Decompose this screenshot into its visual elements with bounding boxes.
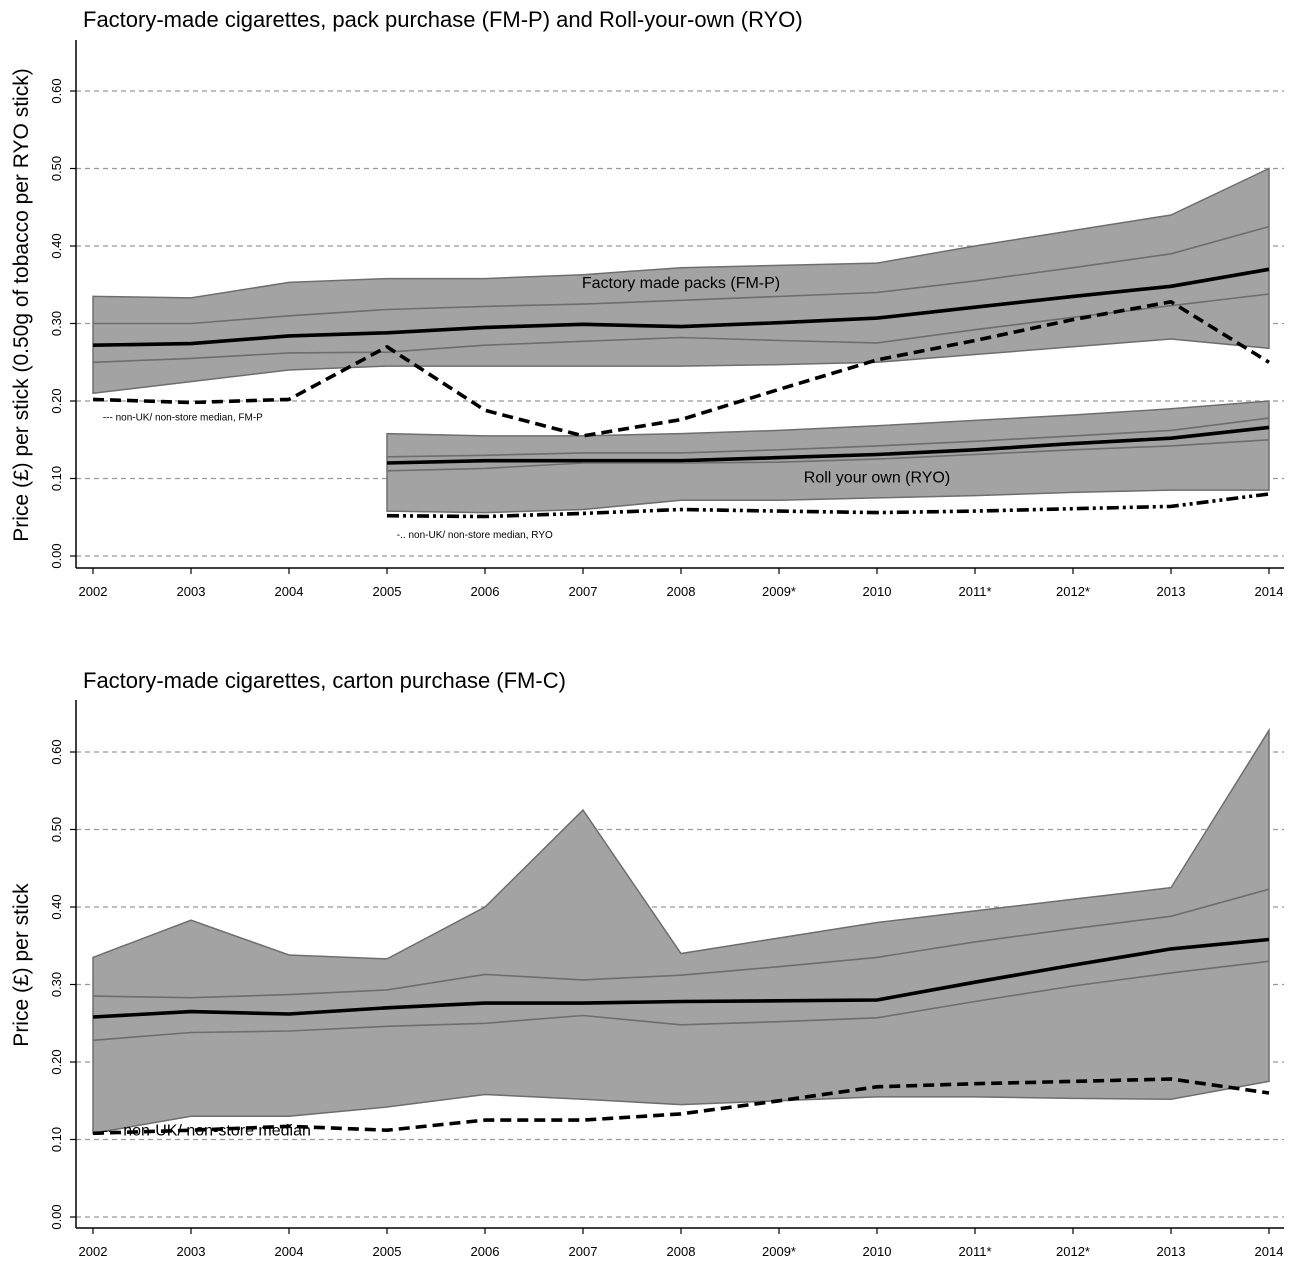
x-tick-label: 2008 bbox=[667, 1244, 696, 1259]
y-axis-label: Price (£) per stick bbox=[10, 883, 33, 1047]
chart-panel-2: Factory-made cigarettes, carton purchase… bbox=[10, 668, 1284, 1259]
y-tick-label: 0.40 bbox=[49, 233, 64, 258]
annotation-roll-your-own-ryo: Roll your own (RYO) bbox=[804, 469, 950, 486]
x-tick-label: 2014 bbox=[1255, 584, 1284, 599]
x-tick-label: 2012* bbox=[1056, 584, 1090, 599]
y-tick-label: 0.10 bbox=[49, 466, 64, 491]
series-fm-c-upper-quartile bbox=[92, 888, 1270, 999]
series-fm-c-non-uk-non-store-median bbox=[92, 1077, 1270, 1136]
y-axis-label: Price (£) per stick (0.50g of tobacco pe… bbox=[10, 68, 33, 541]
x-tick-label: 2007 bbox=[569, 1244, 598, 1259]
chart-title: Factory-made cigarettes, carton purchase… bbox=[83, 668, 566, 693]
y-tick-label: 0.00 bbox=[49, 543, 64, 568]
x-tick-label: 2011* bbox=[958, 584, 991, 599]
band-fm-c-range bbox=[92, 727, 1270, 1135]
x-tick-label: 2013 bbox=[1157, 584, 1186, 599]
series-ryo-lower-quartile bbox=[386, 439, 1270, 472]
y-tick-label: 0.60 bbox=[49, 78, 64, 103]
y-tick-label: 0.60 bbox=[49, 739, 64, 764]
x-tick-label: 2003 bbox=[177, 1244, 206, 1259]
series-fm-c-lower-quartile bbox=[92, 960, 1270, 1042]
x-tick-label: 2004 bbox=[275, 1244, 304, 1259]
chart-title: Factory-made cigarettes, pack purchase (… bbox=[83, 7, 803, 32]
x-tick-label: 2007 bbox=[569, 584, 598, 599]
series-fm-p-median bbox=[92, 267, 1270, 347]
y-tick-label: 0.40 bbox=[49, 894, 64, 919]
x-tick-label: 2008 bbox=[667, 584, 696, 599]
y-tick-label: 0.50 bbox=[49, 156, 64, 181]
x-tick-label: 2003 bbox=[177, 584, 206, 599]
series-ryo-upper-quartile bbox=[386, 417, 1270, 458]
x-tick-label: 2010 bbox=[863, 1244, 892, 1259]
x-tick-label: 2013 bbox=[1157, 1244, 1186, 1259]
x-tick-label: 2005 bbox=[373, 1244, 402, 1259]
x-tick-label: 2004 bbox=[275, 584, 304, 599]
x-tick-label: 2014 bbox=[1255, 1244, 1284, 1259]
annotation-non-uk-non-store-median-fm-p: --- non-UK/ non-store median, FM-P bbox=[103, 412, 263, 423]
series-fm-c-median bbox=[92, 937, 1270, 1019]
series-ryo-median bbox=[386, 425, 1270, 465]
y-tick-label: 0.30 bbox=[49, 972, 64, 997]
x-tick-label: 2002 bbox=[79, 584, 108, 599]
y-tick-label: 0.20 bbox=[49, 388, 64, 413]
x-tick-label: 2011* bbox=[958, 1244, 991, 1259]
x-tick-label: 2009* bbox=[762, 1244, 796, 1259]
chart-panel-1: Factory-made cigarettes, pack purchase (… bbox=[10, 7, 1284, 599]
x-tick-label: 2010 bbox=[863, 584, 892, 599]
y-tick-label: 0.30 bbox=[49, 311, 64, 336]
series-fm-p-lower-quartile bbox=[92, 293, 1270, 364]
y-tick-label: 0.00 bbox=[49, 1204, 64, 1229]
x-tick-label: 2005 bbox=[373, 584, 402, 599]
annotation-non-uk-non-store-median-ryo: -.. non-UK/ non-store median, RYO bbox=[397, 530, 553, 541]
x-tick-label: 2009* bbox=[762, 584, 796, 599]
x-tick-label: 2006 bbox=[471, 584, 500, 599]
x-tick-label: 2012* bbox=[1056, 1244, 1090, 1259]
annotation-factory-made-packs-fm-p: Factory made packs (FM-P) bbox=[582, 275, 780, 292]
y-tick-label: 0.50 bbox=[49, 817, 64, 842]
series-fm-p-non-uk-non-store-median bbox=[92, 299, 1270, 438]
x-tick-label: 2006 bbox=[471, 1244, 500, 1259]
y-tick-label: 0.20 bbox=[49, 1049, 64, 1074]
x-tick-label: 2002 bbox=[79, 1244, 108, 1259]
y-tick-label: 0.10 bbox=[49, 1127, 64, 1152]
series-fm-p-upper-quartile bbox=[93, 225, 1270, 325]
annotation-non-uk-non-store-median: --- non-UK/ non-store median bbox=[103, 1123, 311, 1140]
